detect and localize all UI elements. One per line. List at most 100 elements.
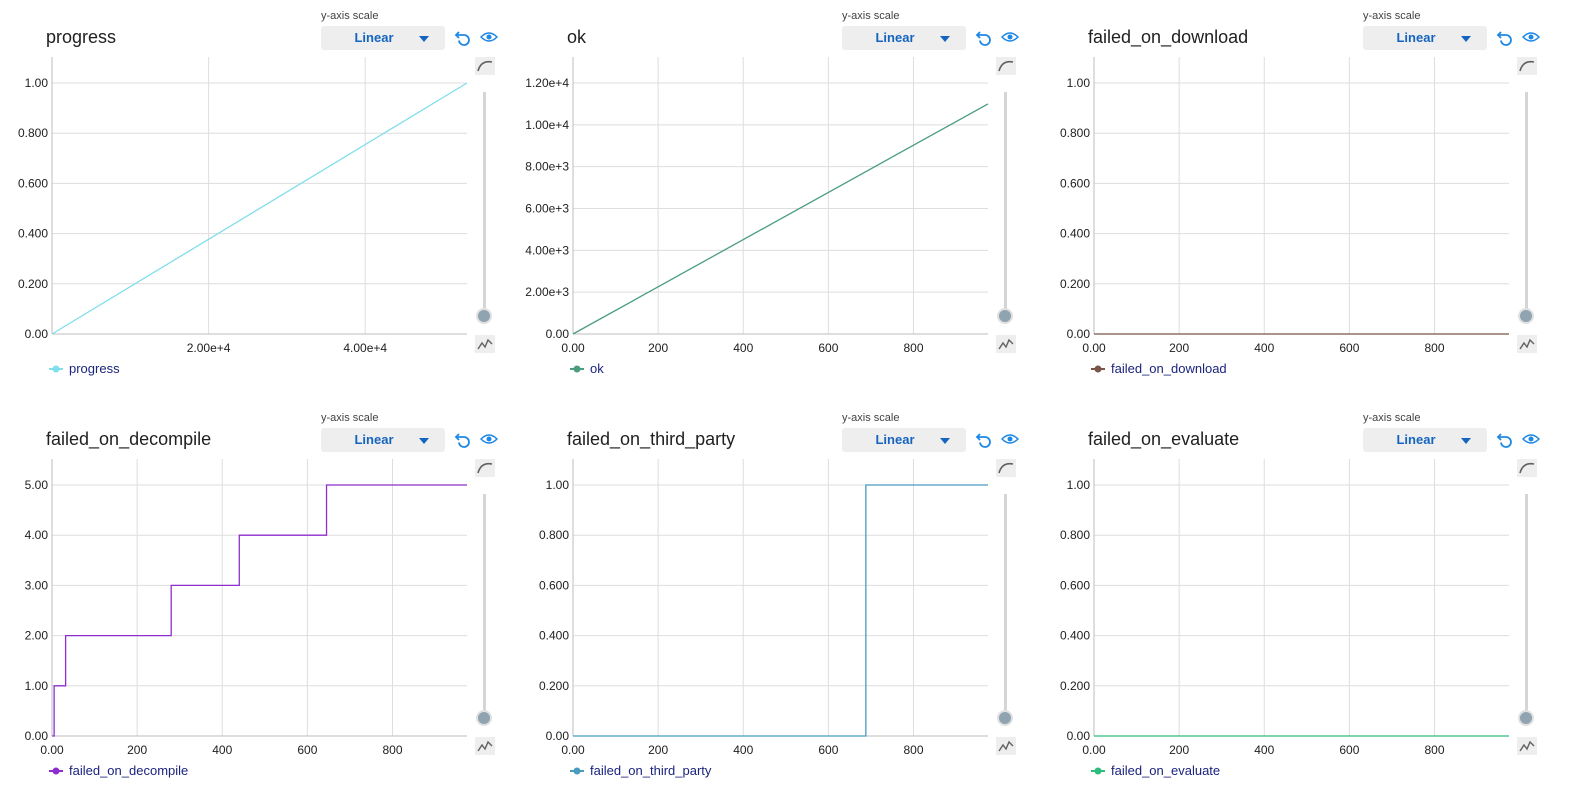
y-axis-scale-value: Linear xyxy=(354,432,394,447)
x-tick-label: 600 xyxy=(818,743,838,757)
x-tick-label: 4.00e+4 xyxy=(343,341,387,355)
reset-icon[interactable] xyxy=(1495,430,1515,455)
y-tick-label: 0.200 xyxy=(539,679,569,693)
x-tick-label: 0.00 xyxy=(561,341,585,355)
x-tick-label: 200 xyxy=(1169,743,1189,757)
chevron-down-icon xyxy=(940,438,950,444)
legend-label: failed_on_third_party xyxy=(590,763,712,778)
x-tick-label: 400 xyxy=(1254,341,1274,355)
plot-area: 2.00e+4 4.00e+4 0.00 0.200 0.400 0.600 0.800 1.… xyxy=(18,57,468,355)
smoothing-slider-thumb[interactable] xyxy=(476,308,492,324)
reset-icon[interactable] xyxy=(974,28,994,53)
y-axis-scale-dropdown[interactable]: Linear xyxy=(842,26,966,50)
y-tick-label: 0.200 xyxy=(1060,679,1090,693)
x-tick-label: 800 xyxy=(903,743,923,757)
y-axis-scale-value: Linear xyxy=(875,30,915,45)
eye-icon[interactable] xyxy=(1000,432,1020,451)
x-tick-label: 200 xyxy=(648,743,668,757)
y-axis-scale-label: y-axis scale xyxy=(321,412,379,424)
reset-icon[interactable] xyxy=(974,430,994,455)
y-axis-scale-dropdown[interactable]: Linear xyxy=(321,26,445,50)
y-tick-label: 0.400 xyxy=(1060,227,1090,241)
y-axis-scale-value: Linear xyxy=(875,432,915,447)
plot-area: 0.00 200 400 600 800 0.00 0.200 0.400 0.600 0.800… xyxy=(1060,459,1509,757)
legend-label: failed_on_decompile xyxy=(69,763,189,778)
legend-marker-icon xyxy=(569,763,585,784)
y-tick-label: 1.00 xyxy=(1067,76,1091,90)
y-tick-label: 0.400 xyxy=(18,227,48,241)
reset-icon[interactable] xyxy=(1495,28,1515,53)
smooth-curve-icon xyxy=(475,459,495,482)
y-axis-scale-dropdown[interactable]: Linear xyxy=(1363,428,1487,452)
series-line-progress xyxy=(51,82,468,335)
chart-title: failed_on_third_party xyxy=(567,429,736,449)
y-tick-label: 0.200 xyxy=(1060,277,1090,291)
eye-icon[interactable] xyxy=(1521,30,1541,49)
y-tick-label: 0.00 xyxy=(546,729,570,743)
x-tick-label: 0.00 xyxy=(1082,743,1106,757)
raw-line-icon xyxy=(996,335,1016,358)
y-tick-label: 4.00 xyxy=(25,528,49,542)
y-axis-scale-label: y-axis scale xyxy=(321,10,379,22)
x-tick-label: 600 xyxy=(818,341,838,355)
chart-title: progress xyxy=(46,27,117,47)
chevron-down-icon xyxy=(1461,36,1471,42)
y-tick-label: 2.00 xyxy=(25,629,49,643)
y-tick-label: 0.600 xyxy=(1060,578,1090,592)
chart-panel-failed_on_download: failed_on_download y-axis scale Linear 0.00… xyxy=(1042,0,1563,398)
y-axis-scale-value: Linear xyxy=(1396,30,1436,45)
x-tick-label: 0.00 xyxy=(1082,341,1106,355)
chart-panel-failed_on_decompile: failed_on_decompile y-axis scale Linear 0.0… xyxy=(0,402,521,800)
chart-panel-ok: ok y-axis scale Linear 0.00 200 400 600 800 0.00… xyxy=(521,0,1042,398)
y-axis-scale-dropdown[interactable]: Linear xyxy=(842,428,966,452)
x-tick-label: 600 xyxy=(1339,341,1359,355)
y-tick-label: 0.200 xyxy=(18,277,48,291)
smoothing-slider-track[interactable] xyxy=(1525,92,1528,316)
x-tick-label: 800 xyxy=(1424,743,1444,757)
chevron-down-icon xyxy=(1461,438,1471,444)
y-tick-label: 0.00 xyxy=(25,729,49,743)
smoothing-slider-track[interactable] xyxy=(1525,494,1528,718)
smoothing-slider-track[interactable] xyxy=(483,92,486,316)
smoothing-slider-thumb[interactable] xyxy=(476,710,492,726)
y-axis-scale-label: y-axis scale xyxy=(1363,10,1421,22)
legend-marker-icon xyxy=(569,361,585,382)
eye-icon[interactable] xyxy=(1000,30,1020,49)
y-tick-label: 5.00 xyxy=(25,478,49,492)
y-tick-label: 0.800 xyxy=(1060,528,1090,542)
legend-marker-icon xyxy=(48,763,64,784)
chart-title: failed_on_evaluate xyxy=(1088,429,1240,449)
chevron-down-icon xyxy=(940,36,950,42)
legend-marker-icon xyxy=(1090,763,1106,784)
reset-icon[interactable] xyxy=(453,430,473,455)
y-tick-label: 1.00 xyxy=(1067,478,1091,492)
y-tick-label: 3.00 xyxy=(25,578,49,592)
y-axis-scale-dropdown[interactable]: Linear xyxy=(1363,26,1487,50)
x-tick-label: 400 xyxy=(1254,743,1274,757)
y-axis-scale-dropdown[interactable]: Linear xyxy=(321,428,445,452)
legend-marker-icon xyxy=(1090,361,1106,382)
smoothing-slider-thumb[interactable] xyxy=(997,710,1013,726)
smoothing-slider-thumb[interactable] xyxy=(1518,308,1534,324)
eye-icon[interactable] xyxy=(479,432,499,451)
plot-area: 0.00 200 400 600 800 0.00 0.200 0.400 0.600 0.800… xyxy=(539,459,988,757)
chart-title: ok xyxy=(567,27,587,47)
smoothing-slider-thumb[interactable] xyxy=(997,308,1013,324)
x-tick-label: 400 xyxy=(212,743,232,757)
x-tick-label: 800 xyxy=(1424,341,1444,355)
y-tick-label: 0.600 xyxy=(1060,176,1090,190)
smoothing-slider-thumb[interactable] xyxy=(1518,710,1534,726)
y-tick-label: 0.400 xyxy=(539,629,569,643)
smoothing-slider-track[interactable] xyxy=(1004,92,1007,316)
eye-icon[interactable] xyxy=(1521,432,1541,451)
eye-icon[interactable] xyxy=(479,30,499,49)
smooth-curve-icon xyxy=(996,57,1016,80)
smoothing-slider-track[interactable] xyxy=(483,494,486,718)
x-tick-label: 2.00e+4 xyxy=(187,341,231,355)
y-tick-label: 0.600 xyxy=(539,578,569,592)
y-tick-label: 0.400 xyxy=(1060,629,1090,643)
plot-area: 0.00 200 400 600 800 0.00 0.200 0.400 0.600 0.800… xyxy=(1060,57,1509,355)
smoothing-slider-track[interactable] xyxy=(1004,494,1007,718)
reset-icon[interactable] xyxy=(453,28,473,53)
